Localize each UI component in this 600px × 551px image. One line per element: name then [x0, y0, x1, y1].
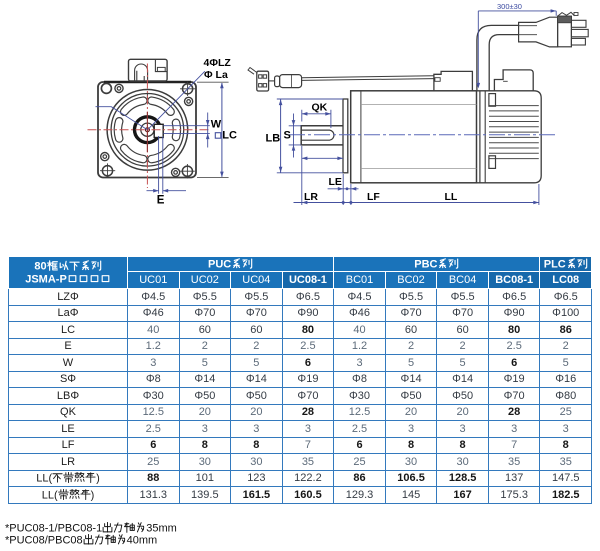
- svg-text:Φ La: Φ La: [204, 69, 228, 81]
- svg-text:4ΦLZ: 4ΦLZ: [204, 57, 232, 69]
- svg-text:LC: LC: [222, 129, 237, 141]
- svg-text:E: E: [157, 195, 165, 207]
- svg-text:LL: LL: [445, 191, 458, 203]
- svg-text:LE: LE: [329, 176, 342, 188]
- svg-text:LB: LB: [266, 133, 281, 145]
- svg-text:LF: LF: [367, 191, 380, 203]
- svg-text:W: W: [211, 118, 222, 130]
- svg-text:300±30: 300±30: [497, 2, 522, 11]
- svg-text:LR: LR: [304, 191, 318, 203]
- svg-text:S: S: [284, 130, 291, 142]
- svg-text:QK: QK: [312, 102, 328, 114]
